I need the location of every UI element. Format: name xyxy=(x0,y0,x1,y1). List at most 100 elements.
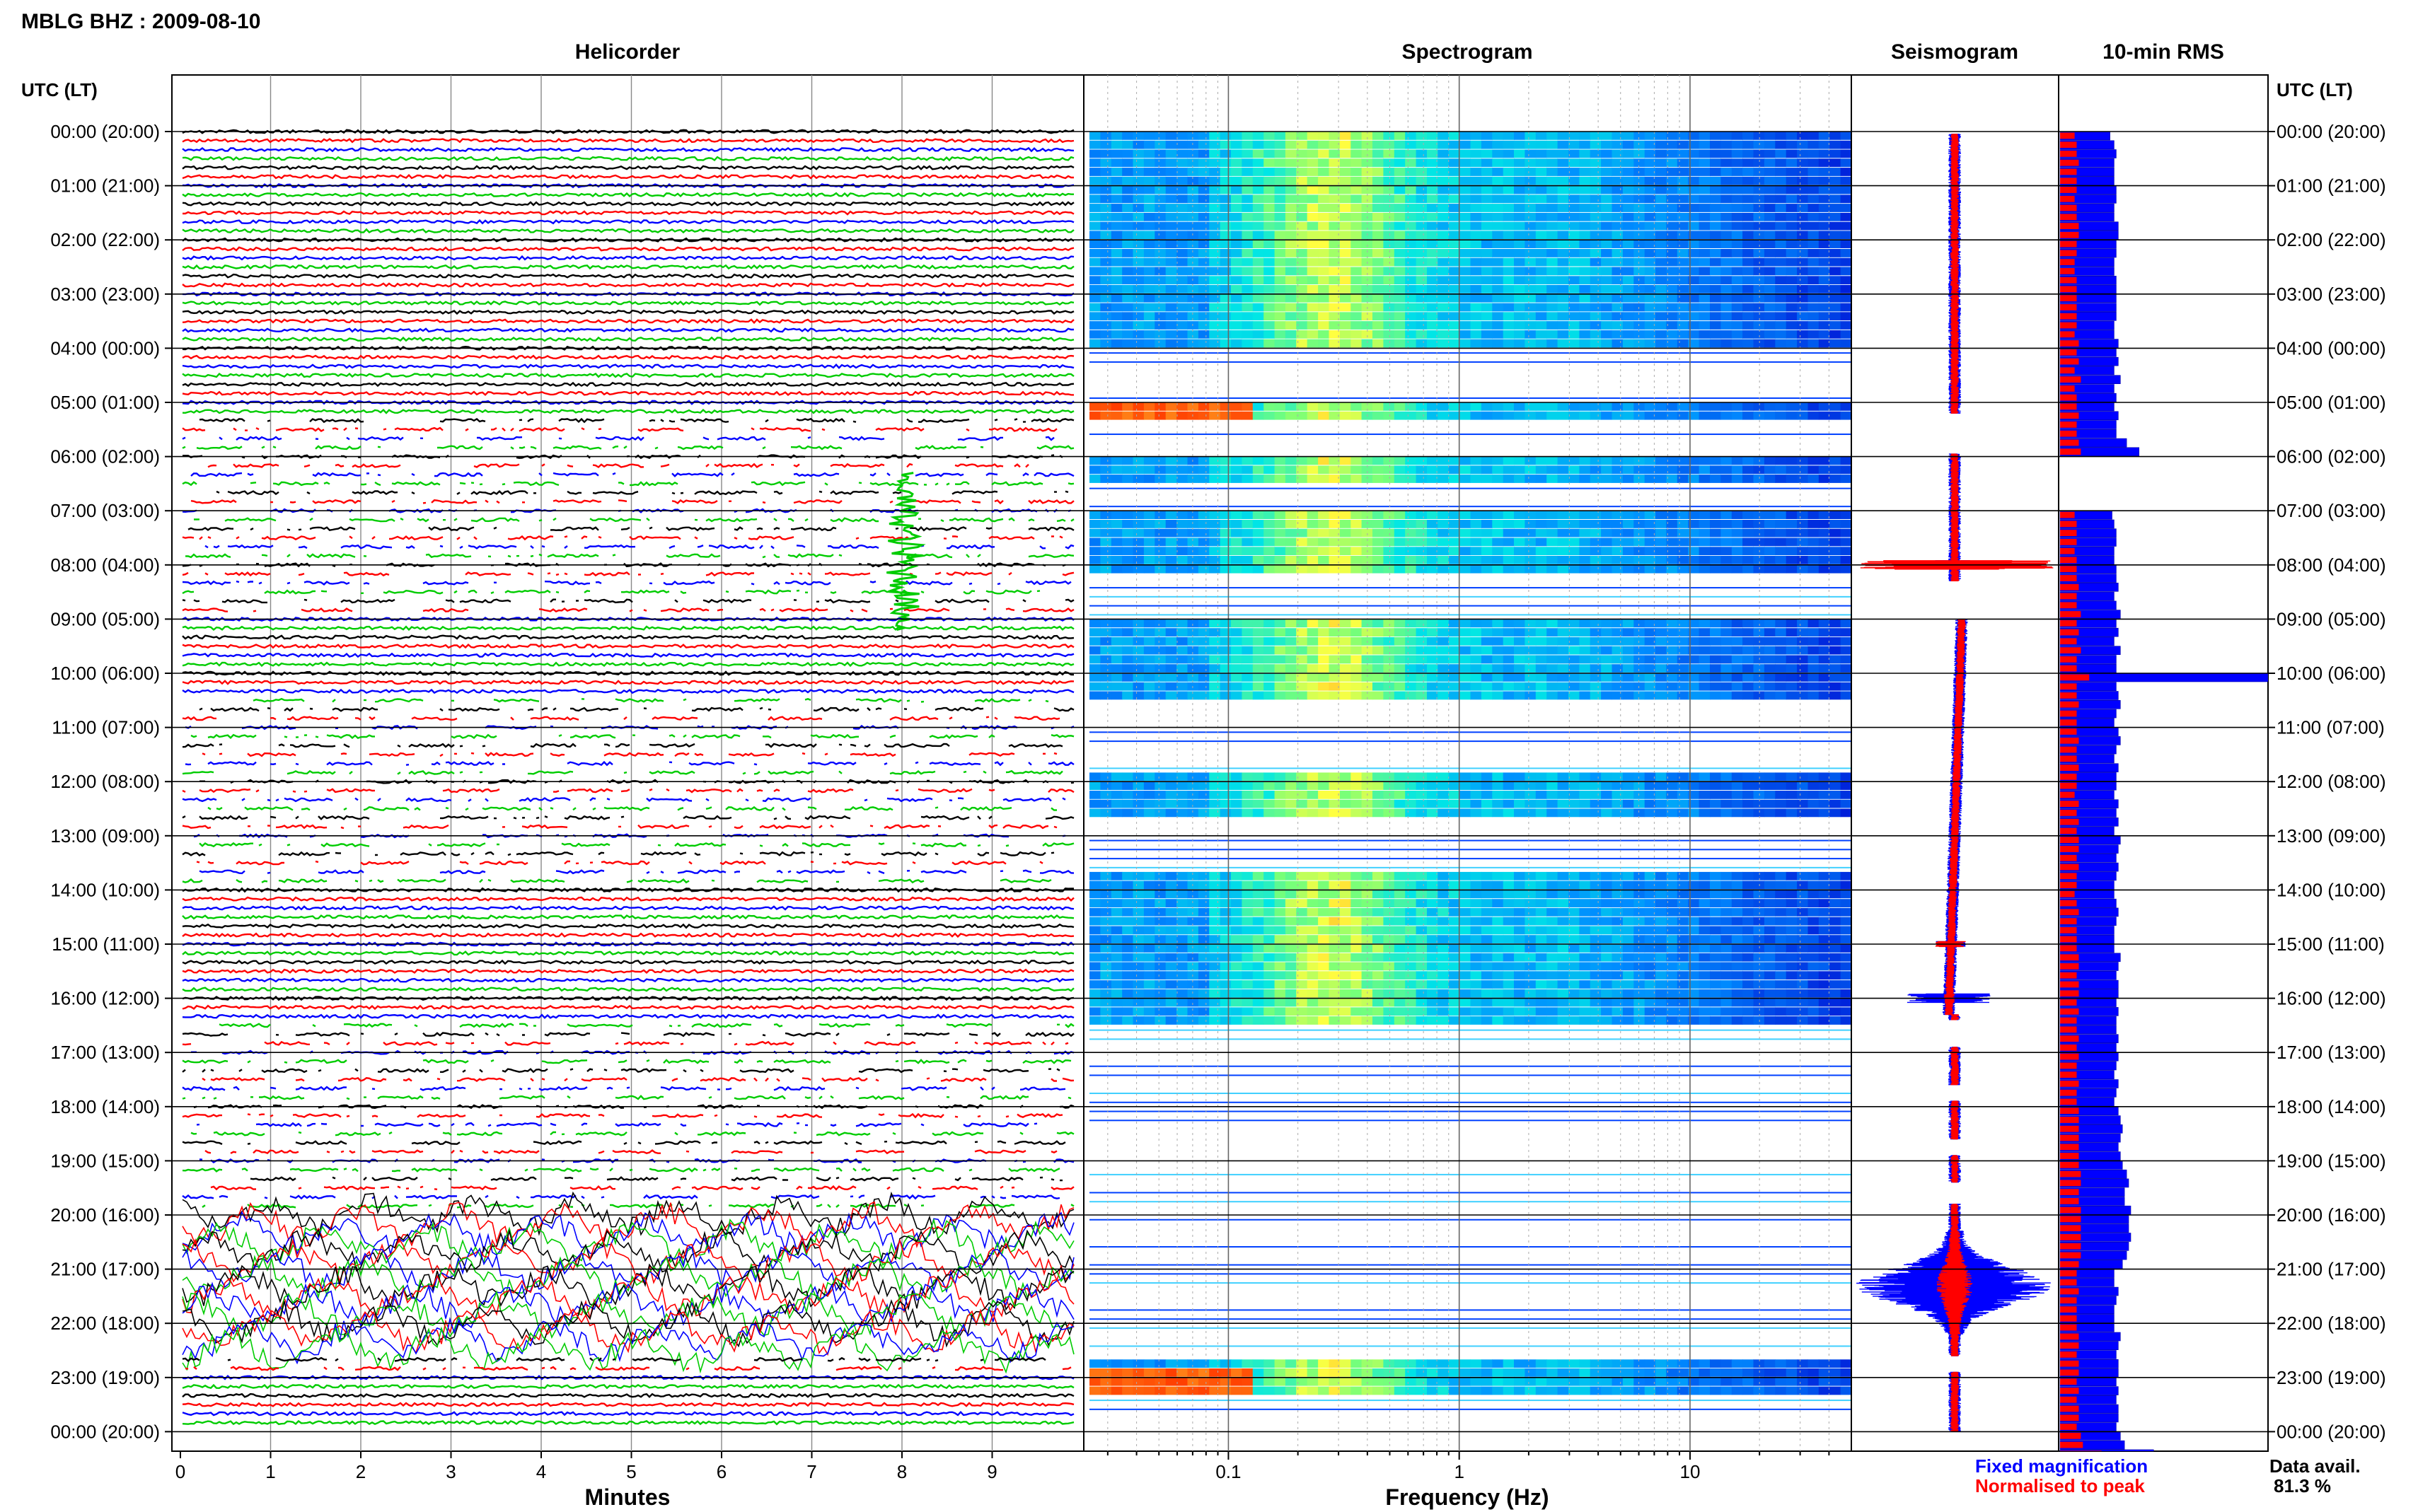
spectrogram-cell xyxy=(1622,980,1634,989)
spectrogram-cell xyxy=(1525,628,1537,636)
spectrogram-cell xyxy=(1590,655,1602,664)
spectrogram-cell xyxy=(1557,673,1569,682)
spectrogram-cell xyxy=(1644,781,1656,790)
spectrogram-cell xyxy=(1514,962,1525,971)
helicorder-trace xyxy=(182,264,1075,270)
spectrogram-cell xyxy=(1720,899,1732,907)
spectrogram-cell xyxy=(1590,682,1602,691)
spectrogram-cell xyxy=(1481,547,1493,556)
spectrogram-cell xyxy=(1198,547,1210,556)
spectrogram-cell xyxy=(1535,285,1547,293)
spectrogram-cell xyxy=(1546,158,1558,168)
spectrogram-cell xyxy=(1590,511,1602,519)
spectrogram-cell xyxy=(1633,312,1645,321)
spectrogram-cell xyxy=(1818,619,1830,628)
spectrogram-cell xyxy=(1209,276,1221,285)
spectrogram-cell xyxy=(1100,619,1112,628)
spectrogram-cell xyxy=(1535,646,1547,655)
spectrogram-cell xyxy=(1525,636,1537,646)
spectrogram-cell xyxy=(1111,303,1123,312)
spectrogram-cell xyxy=(1731,212,1743,221)
spectrogram-cell xyxy=(1579,935,1591,943)
spectrogram-cell xyxy=(1470,204,1482,212)
spectrogram-cell xyxy=(1100,276,1112,285)
spectrogram-cell xyxy=(1296,682,1308,691)
spectrogram-cell xyxy=(1459,185,1471,194)
spectrogram-cell xyxy=(1209,140,1221,149)
spectrogram-cell xyxy=(1633,673,1645,682)
spectrogram-cell xyxy=(1187,953,1199,962)
spectrogram-cell xyxy=(1525,276,1537,285)
spectrogram-cell xyxy=(1601,528,1612,537)
spectrogram-cell xyxy=(1818,1016,1830,1025)
helicorder-trace xyxy=(182,354,1075,360)
spectrogram-cell xyxy=(1666,564,1678,574)
spectrogram-cell xyxy=(1601,619,1612,628)
spectrogram-cell xyxy=(1753,917,1765,926)
spectrogram-cell xyxy=(1089,312,1101,321)
spectrogram-cell xyxy=(1438,185,1450,194)
spectrogram-cell xyxy=(1263,132,1275,140)
spectrogram-cell xyxy=(1383,899,1395,907)
spectrogram-cell xyxy=(1525,989,1537,998)
spectrogram-cell xyxy=(1155,249,1167,257)
spectrogram-cell xyxy=(1350,285,1363,293)
spectrogram-cell xyxy=(1296,772,1308,781)
spectrogram-cell xyxy=(1622,303,1634,312)
spectrogram-cell xyxy=(1764,691,1776,700)
spectrogram-cell xyxy=(1666,664,1678,673)
spectrogram-cell xyxy=(1231,528,1242,537)
spectrogram-cell xyxy=(1503,781,1515,790)
spectrogram-cell xyxy=(1155,664,1167,673)
spectrogram-cell xyxy=(1688,537,1700,547)
spectrogram-row xyxy=(1089,791,1851,799)
spectrogram-cell xyxy=(1307,962,1319,971)
spectrogram-cell xyxy=(1481,989,1493,998)
spectrogram-cell xyxy=(1590,276,1602,285)
spectrogram-cell xyxy=(1786,926,1798,935)
spectrogram-cell xyxy=(1176,303,1188,312)
spectrogram-cell xyxy=(1187,132,1199,140)
spectrogram-cell xyxy=(1753,537,1765,547)
spectrogram-cell xyxy=(1720,176,1732,185)
spectrogram-cell xyxy=(1579,772,1591,781)
spectrogram-cell xyxy=(1296,240,1308,248)
spectrogram-cell xyxy=(1263,249,1275,257)
spectrogram-cell xyxy=(1416,285,1428,293)
spectrogram-cell xyxy=(1155,411,1167,420)
spectrogram-cell xyxy=(1459,980,1471,989)
helicorder-trace xyxy=(182,941,1075,947)
spectrogram-cell xyxy=(1666,655,1678,664)
spectrogram-cell xyxy=(1546,636,1558,646)
spectrogram-cell xyxy=(1372,890,1384,899)
helicorder-trace xyxy=(190,499,1075,505)
spectrogram-cell xyxy=(1296,537,1308,547)
spectrogram-cell xyxy=(1133,871,1145,880)
spectrogram-cell xyxy=(1165,212,1177,221)
rms-title: 10-min RMS xyxy=(2102,40,2224,64)
spectrogram-cell xyxy=(1807,953,1820,962)
spectrogram-cell xyxy=(1405,465,1417,475)
spectrogram-cell xyxy=(1786,556,1798,564)
spectrogram-cell xyxy=(1807,140,1820,149)
spectrogram-cell xyxy=(1448,682,1460,691)
spectrogram-cell xyxy=(1840,276,1851,285)
spectrogram-cell xyxy=(1535,194,1547,204)
spectrogram-cell xyxy=(1590,646,1602,655)
spectrogram-cell xyxy=(1612,799,1624,808)
spectrogram-cell xyxy=(1155,465,1167,475)
spectrogram-cell xyxy=(1525,962,1537,971)
spectrogram-cell xyxy=(1350,132,1363,140)
spectrogram-cell xyxy=(1329,231,1341,240)
spectrogram-cell xyxy=(1590,971,1602,980)
spectrogram-cell xyxy=(1252,980,1264,989)
spectrogram-cell xyxy=(1296,664,1308,673)
spectrogram-gap-line xyxy=(1089,839,1851,842)
helicorder-trace xyxy=(182,670,1075,676)
spectrogram-cell xyxy=(1786,682,1798,691)
spectrogram-cell xyxy=(1557,871,1569,880)
spectrogram-cell xyxy=(1459,212,1471,221)
spectrogram-cell xyxy=(1361,293,1373,303)
spectrogram-cell xyxy=(1786,257,1798,267)
